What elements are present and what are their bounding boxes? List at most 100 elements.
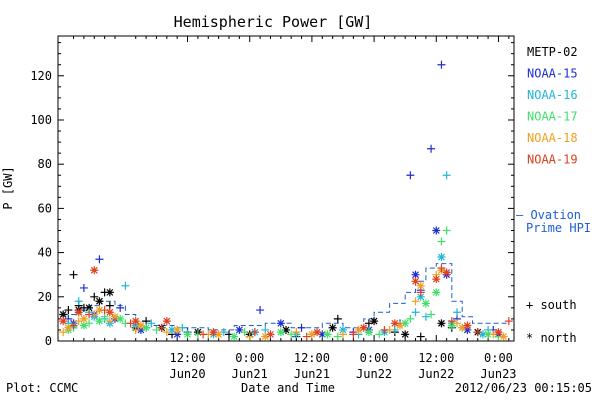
legend-entry: METP-02 [527, 45, 578, 59]
x-tick-date-label: Jun20 [169, 367, 205, 381]
south-mark [292, 328, 301, 337]
north-mark [95, 297, 104, 306]
north-mark [484, 330, 493, 339]
north-mark [90, 266, 99, 275]
south-mark [427, 144, 436, 153]
south-mark [152, 325, 161, 334]
north-mark [105, 288, 114, 297]
north-mark [354, 325, 363, 334]
north-mark [173, 330, 182, 339]
south-mark [406, 314, 415, 323]
north-mark [364, 328, 373, 337]
south-mark [473, 328, 482, 337]
north-mark [64, 323, 73, 332]
south-mark [64, 306, 73, 315]
plot-timestamp: 2012/06/23 00:15:05 [455, 381, 592, 395]
north-mark [401, 330, 410, 339]
x-tick-time-label: 12:00 [294, 351, 330, 365]
south-mark [131, 325, 140, 334]
north-mark [162, 317, 171, 326]
north-mark [463, 325, 472, 334]
south-mark [85, 310, 94, 319]
x-tick-time-label: 0:00 [235, 351, 264, 365]
x-tick-time-label: 12:00 [418, 351, 454, 365]
north-mark [437, 319, 446, 328]
south-mark [240, 328, 249, 337]
north-mark [136, 321, 145, 330]
north-mark [214, 330, 223, 339]
north-mark [74, 308, 83, 317]
south-mark [199, 330, 208, 339]
south-mark [437, 237, 446, 246]
south-mark [411, 297, 420, 306]
legend-entry: NOAA-16 [527, 88, 578, 102]
south-mark [256, 306, 265, 315]
south-mark [59, 328, 68, 337]
north-mark [131, 317, 140, 326]
north-mark [359, 323, 368, 332]
y-tick-label: 40 [38, 246, 52, 260]
south-symbol-label: + south [526, 298, 577, 312]
legend-entry: NOAA-18 [527, 131, 578, 145]
north-mark [478, 330, 487, 339]
south-mark [69, 270, 78, 279]
x-tick-date-label: Jun22 [418, 367, 454, 381]
legend: METP-02 NOAA-15 NOAA-16 NOAA-17 NOAA-18 NOAA-… [527, 45, 578, 167]
south-mark [406, 171, 415, 180]
south-mark [95, 255, 104, 264]
north-mark [396, 321, 404, 330]
data-marks [59, 60, 513, 341]
south-mark [287, 330, 296, 339]
south-mark [147, 319, 156, 328]
north-mark [59, 310, 68, 319]
north-mark [447, 321, 456, 330]
north-mark [370, 317, 379, 326]
north-mark [499, 332, 508, 341]
south-mark [116, 303, 125, 312]
legend-entry: NOAA-15 [527, 67, 578, 81]
x-tick-date-label: Jun23 [480, 367, 516, 381]
north-mark [432, 288, 441, 297]
south-mark [416, 288, 425, 297]
ovation-label-1: – Ovation [516, 208, 581, 222]
ovation-prime-line [63, 263, 509, 331]
legend-entry: NOAA-19 [527, 153, 578, 167]
north-mark [79, 314, 88, 323]
north-mark [432, 226, 441, 235]
north-mark [421, 299, 430, 308]
x-tick-time-label: 0:00 [484, 351, 513, 365]
north-mark [116, 314, 125, 323]
north-mark [390, 319, 399, 328]
south-mark [416, 332, 425, 341]
south-mark [437, 60, 446, 69]
north-mark [328, 323, 337, 332]
chart-title: Hemispheric Power [GW] [174, 13, 373, 31]
south-mark [333, 314, 342, 323]
north-mark [276, 328, 285, 337]
x-axis-label: Date and Time [241, 381, 335, 395]
north-mark [432, 275, 441, 284]
north-mark [59, 317, 68, 326]
south-mark [157, 323, 166, 332]
south-mark [453, 319, 461, 328]
south-mark [105, 317, 114, 326]
plot-credit: Plot: CCMC [6, 381, 78, 395]
north-mark [463, 321, 472, 330]
south-mark [504, 317, 513, 326]
south-mark [375, 330, 384, 339]
y-axis: 0 20 40 60 80 100 120 [30, 42, 514, 348]
y-tick-label: 80 [38, 157, 52, 171]
north-mark [168, 325, 176, 334]
y-tick-label: 100 [30, 113, 52, 127]
y-tick-label: 20 [38, 290, 52, 304]
north-mark [276, 319, 285, 328]
y-tick-label: 60 [38, 201, 52, 215]
north-mark [111, 312, 119, 321]
south-mark [74, 297, 83, 306]
y-axis-label: P [GW] [1, 166, 15, 209]
south-mark [427, 310, 436, 319]
south-mark [411, 308, 420, 317]
north-mark [142, 323, 151, 332]
north-mark [183, 330, 192, 339]
